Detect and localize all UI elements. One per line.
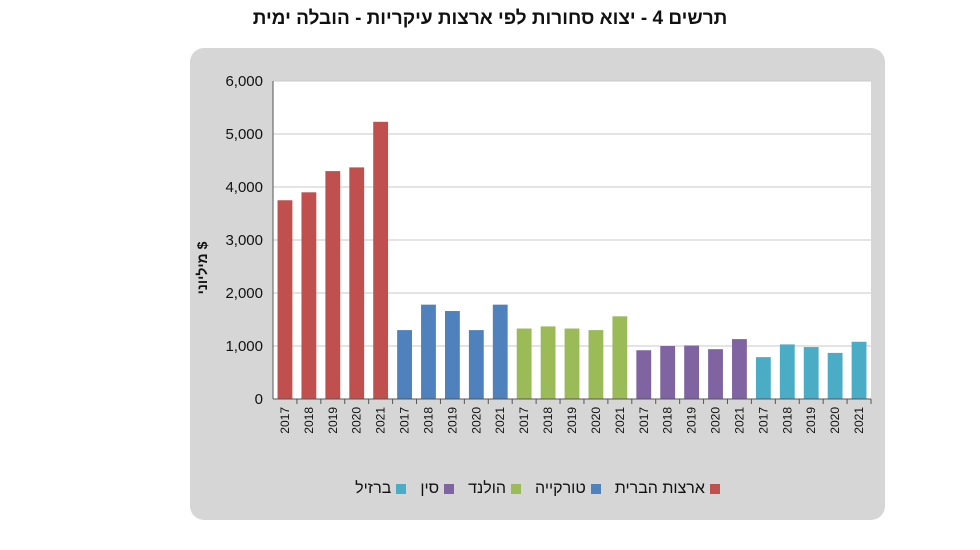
x-tick-label: 2020 xyxy=(709,407,723,434)
legend-swatch xyxy=(709,484,720,494)
y-tick-label: 5,000 xyxy=(225,126,263,143)
x-tick-label: 2019 xyxy=(565,407,579,434)
x-tick-label: 2018 xyxy=(302,407,316,434)
bar xyxy=(588,330,604,399)
y-tick-label: 3,000 xyxy=(225,232,263,249)
legend-swatch xyxy=(590,484,601,494)
bar xyxy=(397,330,412,399)
x-tick-label: 2021 xyxy=(374,407,388,434)
x-tick-labels: 2017 2018 2019 2020 2021 2017 2018 2019 2020 2021… xyxy=(278,407,866,434)
bar xyxy=(492,304,508,399)
x-tick-label: 2020 xyxy=(469,407,483,434)
x-tick-label: 2019 xyxy=(445,407,459,434)
x-tick-label: 2019 xyxy=(685,407,699,434)
legend-swatch xyxy=(511,484,522,494)
legend-label: טורקייה xyxy=(535,480,586,497)
x-tick-label: 2017 xyxy=(637,407,651,434)
x-tick-label: 2021 xyxy=(613,407,627,434)
x-tick-label: 2020 xyxy=(350,407,364,434)
y-tick-labels: 0 1,000 2,000 3,000 4,000 5,000 6,000 xyxy=(225,73,263,408)
legend-swatch xyxy=(444,484,455,494)
y-tick-label: 1,000 xyxy=(225,338,263,355)
chart-title: תרשים 4 - יצוא סחורות לפי ארצות עיקריות … xyxy=(252,8,728,29)
y-tick-label: 6,000 xyxy=(225,73,263,90)
axes xyxy=(272,81,872,404)
x-tick-label: 2018 xyxy=(421,407,435,434)
bar xyxy=(516,328,532,399)
x-tick-label: 2019 xyxy=(326,407,340,434)
x-tick-label: 2017 xyxy=(398,407,412,434)
legend-item: טורקייה xyxy=(535,480,601,498)
legend-label: ברזיל xyxy=(355,480,392,497)
legend-item: הולנד xyxy=(468,480,522,498)
bar xyxy=(851,341,867,399)
bar xyxy=(301,192,317,399)
x-tick-label: 2018 xyxy=(541,407,555,434)
bars xyxy=(277,121,867,399)
y-tick-label: 2,000 xyxy=(225,285,263,302)
y-tick-label: 4,000 xyxy=(225,179,263,196)
bar xyxy=(612,316,628,399)
y-axis-label: מיליוני $ xyxy=(194,241,210,294)
bar xyxy=(540,326,556,399)
bar xyxy=(660,346,676,399)
x-tick-label: 2021 xyxy=(732,407,746,434)
bar xyxy=(803,347,819,399)
x-tick-label: 2017 xyxy=(517,407,531,434)
bar xyxy=(373,121,389,399)
x-tick-label: 2020 xyxy=(828,407,842,434)
x-tick-label: 2018 xyxy=(780,407,794,434)
bar xyxy=(636,350,652,399)
legend-label: סין xyxy=(420,480,440,497)
x-tick-label: 2019 xyxy=(804,407,818,434)
bar xyxy=(732,339,747,399)
bar xyxy=(349,167,365,399)
x-tick-label: 2020 xyxy=(589,407,603,434)
legend-item: ברזיל xyxy=(355,480,407,498)
legend-label: הולנד xyxy=(468,480,507,497)
legend-label: ארצות הברית xyxy=(614,480,705,497)
bar xyxy=(779,344,795,399)
legend-item: סין xyxy=(420,480,455,498)
x-tick-label: 2021 xyxy=(852,407,866,434)
bar xyxy=(277,200,293,399)
bar xyxy=(708,349,723,399)
bar xyxy=(468,330,484,399)
bar xyxy=(755,357,771,399)
y-tick-label: 0 xyxy=(255,391,263,408)
bar xyxy=(325,171,341,399)
bar xyxy=(444,311,460,399)
legend-item: ארצות הברית xyxy=(615,480,720,498)
legend: ארצות הברית טורקייה הולנד סין ברזיל xyxy=(190,480,885,498)
legend-swatch xyxy=(396,484,407,494)
bar xyxy=(421,304,436,399)
bar xyxy=(827,352,843,399)
x-tick-label: 2021 xyxy=(493,407,507,434)
bar xyxy=(564,328,580,399)
x-tick-label: 2018 xyxy=(661,407,675,434)
x-tick-label: 2017 xyxy=(278,407,292,434)
x-tick-label: 2017 xyxy=(756,407,770,434)
bar xyxy=(684,345,700,399)
